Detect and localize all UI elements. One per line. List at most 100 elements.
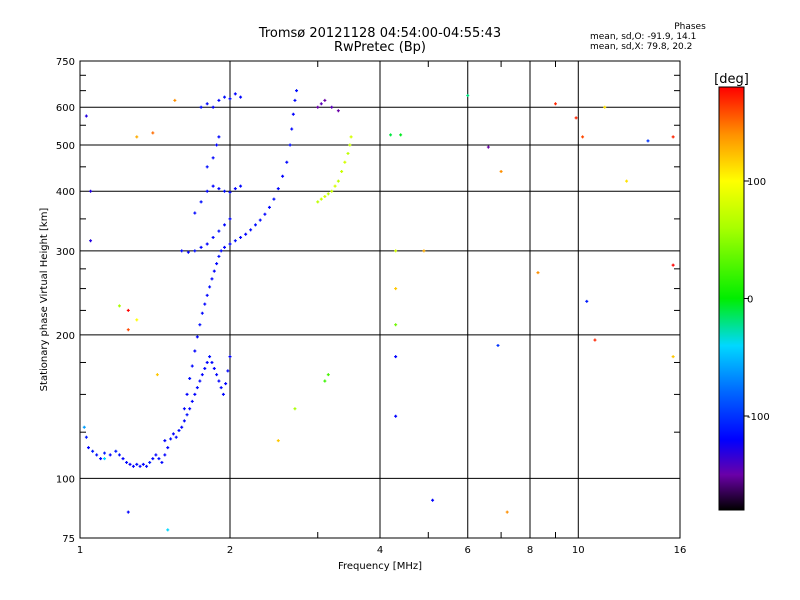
phase-o-stats: mean, sd,O: -91.9, 14.1 xyxy=(590,32,697,42)
data-point xyxy=(671,263,675,267)
data-point xyxy=(219,249,223,253)
data-point xyxy=(157,457,161,461)
colorbar-gradient xyxy=(719,87,744,510)
data-point xyxy=(263,212,267,216)
chart-title-block: Tromsø 20121128 04:54:00-04:55:43 RwPret… xyxy=(230,27,530,55)
data-point xyxy=(228,190,232,194)
data-point xyxy=(244,232,248,236)
data-point xyxy=(151,131,155,135)
data-point xyxy=(466,93,470,97)
data-point xyxy=(145,464,149,468)
colorbar-tick-label: -100 xyxy=(747,412,770,423)
data-point xyxy=(208,285,212,289)
data-point xyxy=(95,453,99,457)
data-point xyxy=(223,189,227,193)
colorbar-label: [deg] xyxy=(714,72,749,87)
data-point xyxy=(233,239,237,243)
data-point xyxy=(249,228,253,232)
data-point xyxy=(253,223,257,227)
data-point xyxy=(330,105,334,109)
data-point xyxy=(293,98,297,102)
data-point xyxy=(394,249,398,253)
data-point xyxy=(233,92,237,96)
data-point xyxy=(198,323,202,327)
data-point xyxy=(117,453,121,457)
data-point xyxy=(205,360,209,364)
data-point xyxy=(219,386,223,390)
data-point xyxy=(205,102,209,106)
data-point xyxy=(394,355,398,359)
data-point xyxy=(323,379,327,383)
data-point xyxy=(84,114,88,118)
data-point xyxy=(188,376,192,380)
plot-frame xyxy=(79,60,681,539)
data-point xyxy=(217,98,221,102)
chart-subtitle: RwPretec (Bp) xyxy=(333,40,427,55)
data-point xyxy=(505,510,509,514)
data-point xyxy=(276,439,280,443)
data-point xyxy=(185,392,189,396)
data-point xyxy=(239,184,243,188)
data-point xyxy=(103,457,107,461)
data-point xyxy=(585,299,589,303)
data-point xyxy=(326,192,330,196)
data-point xyxy=(288,143,292,147)
data-point xyxy=(625,179,629,183)
data-point xyxy=(394,287,398,291)
data-point xyxy=(205,189,209,193)
data-point xyxy=(128,462,132,466)
data-point xyxy=(389,133,393,137)
data-point xyxy=(185,413,189,417)
data-point xyxy=(499,169,503,173)
data-point xyxy=(155,373,159,377)
axis-tick-labels: 1 2 4 6 8 10 16 75 100 200 300 400 500 600 750 xyxy=(56,57,686,556)
x-tick-label: 10 xyxy=(572,545,585,556)
data-point xyxy=(126,328,130,332)
data-point xyxy=(281,174,285,178)
data-point xyxy=(228,217,232,221)
data-point xyxy=(316,200,320,204)
data-point xyxy=(217,379,221,383)
data-point xyxy=(126,308,130,312)
data-point xyxy=(117,304,121,308)
data-point xyxy=(316,105,320,109)
data-point xyxy=(228,355,232,359)
data-point xyxy=(399,133,403,137)
data-point xyxy=(239,235,243,239)
data-point xyxy=(190,399,194,403)
data-point xyxy=(553,102,557,106)
data-point xyxy=(203,302,207,306)
y-axis-label: Stationary phase Virtual Height [km] xyxy=(39,208,50,392)
plot-points xyxy=(82,89,675,532)
data-point xyxy=(228,97,232,101)
data-point xyxy=(163,439,167,443)
data-point xyxy=(217,187,221,191)
data-point xyxy=(188,407,192,411)
phase-colorbar: 100 0 -100 [deg] xyxy=(714,72,770,511)
data-point xyxy=(195,335,199,339)
colorbar-tick-label: 0 xyxy=(747,295,753,306)
data-point xyxy=(154,453,158,457)
data-point xyxy=(496,343,500,347)
data-point xyxy=(276,187,280,191)
data-point xyxy=(217,254,221,258)
data-point xyxy=(239,95,243,99)
data-point xyxy=(86,446,90,450)
data-point xyxy=(199,105,203,109)
y-tick-label: 100 xyxy=(56,474,75,485)
data-point xyxy=(210,360,214,364)
data-point xyxy=(211,105,215,109)
colorbar-tick-label: 100 xyxy=(747,177,766,188)
data-point xyxy=(166,446,170,450)
data-point xyxy=(138,464,142,468)
chart-title: Tromsø 20121128 04:54:00-04:55:43 xyxy=(258,26,502,41)
y-tick-label: 750 xyxy=(56,57,75,68)
data-point xyxy=(671,135,675,139)
data-point xyxy=(422,249,426,253)
data-point xyxy=(223,223,227,227)
data-point xyxy=(349,135,353,139)
data-point xyxy=(593,338,597,342)
data-point xyxy=(233,187,237,191)
data-point xyxy=(486,145,490,149)
data-point xyxy=(343,160,347,164)
